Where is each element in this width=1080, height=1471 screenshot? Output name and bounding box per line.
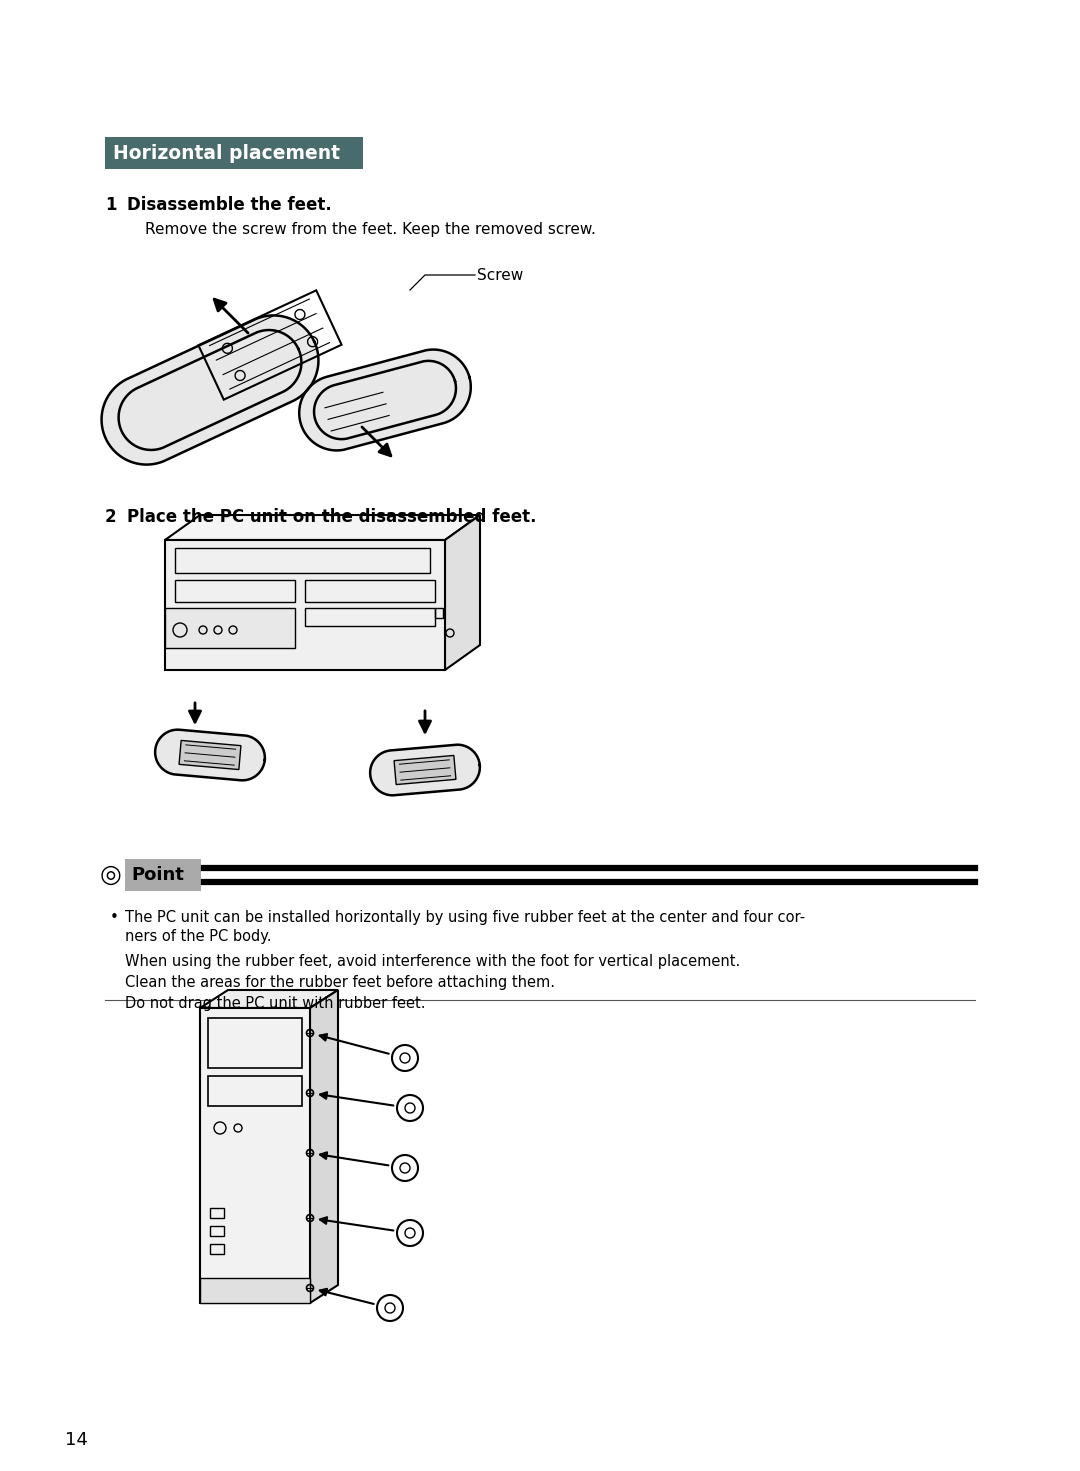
Polygon shape (310, 990, 338, 1303)
Polygon shape (156, 730, 265, 780)
Text: Screw: Screw (477, 268, 523, 282)
Polygon shape (200, 990, 338, 1008)
Text: •: • (110, 911, 119, 925)
Text: Place the PC unit on the disassembled feet.: Place the PC unit on the disassembled fe… (127, 507, 537, 527)
Text: Horizontal placement: Horizontal placement (113, 144, 340, 162)
Text: Clean the areas for the rubber feet before attaching them.: Clean the areas for the rubber feet befo… (125, 975, 555, 990)
Text: 2: 2 (105, 507, 117, 527)
FancyBboxPatch shape (200, 1278, 310, 1303)
FancyBboxPatch shape (200, 1008, 310, 1303)
Polygon shape (445, 515, 480, 669)
FancyBboxPatch shape (125, 859, 201, 891)
FancyBboxPatch shape (105, 137, 363, 169)
Polygon shape (370, 744, 480, 796)
FancyBboxPatch shape (165, 608, 295, 649)
Polygon shape (299, 350, 471, 450)
Text: Point: Point (131, 866, 184, 884)
Text: ◎: ◎ (100, 863, 122, 887)
Text: Disassemble the feet.: Disassemble the feet. (127, 196, 332, 213)
Text: When using the rubber feet, avoid interference with the foot for vertical placem: When using the rubber feet, avoid interf… (125, 955, 740, 969)
Polygon shape (165, 540, 445, 669)
Text: The PC unit can be installed horizontally by using five rubber feet at the cente: The PC unit can be installed horizontall… (125, 911, 805, 925)
Polygon shape (394, 756, 456, 784)
Polygon shape (179, 740, 241, 769)
Text: 14: 14 (65, 1431, 87, 1449)
Text: ners of the PC body.: ners of the PC body. (125, 930, 271, 944)
Text: Do not drag the PC unit with rubber feet.: Do not drag the PC unit with rubber feet… (125, 996, 426, 1011)
Polygon shape (102, 315, 319, 465)
Text: 1: 1 (105, 196, 117, 213)
Text: Remove the screw from the feet. Keep the removed screw.: Remove the screw from the feet. Keep the… (145, 222, 596, 237)
Polygon shape (165, 515, 480, 540)
